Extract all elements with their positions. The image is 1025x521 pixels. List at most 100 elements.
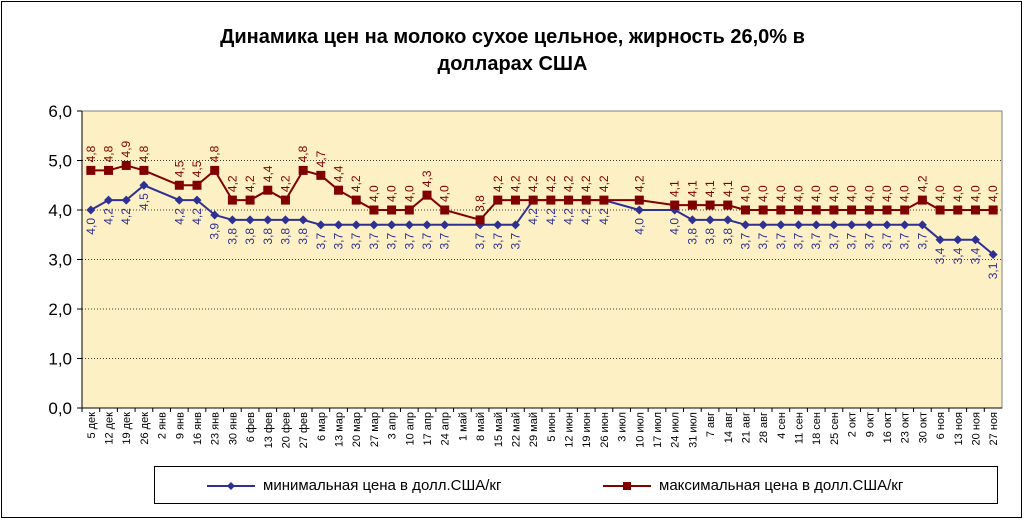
data-label: 4,0 xyxy=(951,185,965,202)
data-point xyxy=(404,205,414,215)
x-tick-label: 23 окт xyxy=(900,412,912,443)
data-label: 4,2 xyxy=(172,208,186,225)
data-label: 4,2 xyxy=(526,208,540,225)
data-point xyxy=(210,165,220,175)
data-point xyxy=(263,185,273,195)
data-point xyxy=(970,235,980,245)
data-label: 3,7 xyxy=(491,233,505,250)
x-tick-label: 16 окт xyxy=(882,412,894,443)
data-point xyxy=(245,195,255,205)
x-tick-label: 24 июл xyxy=(670,412,682,448)
data-label: 4,0 xyxy=(385,185,399,202)
legend-swatch-min xyxy=(207,482,255,490)
x-tick-label: 24 апр xyxy=(440,412,452,445)
x-tick-label: 16 янв xyxy=(192,412,204,445)
data-label: 4,1 xyxy=(685,180,699,197)
x-tick-label: 2 янв xyxy=(157,412,169,439)
x-tick-label: 7 авг xyxy=(705,412,717,437)
data-label: 4,2 xyxy=(562,208,576,225)
data-point xyxy=(387,205,397,215)
data-point xyxy=(440,220,450,230)
legend-swatch-max xyxy=(603,482,651,490)
data-label: 4,2 xyxy=(597,208,611,225)
data-label: 4,0 xyxy=(898,185,912,202)
data-label: 4,4 xyxy=(332,165,346,182)
x-tick-label: 27 фев xyxy=(298,412,310,448)
data-point xyxy=(121,160,131,170)
data-label: 3,7 xyxy=(827,233,841,250)
data-label: 3,4 xyxy=(933,247,947,264)
data-point xyxy=(369,205,379,215)
y-tick-label: 2,0 xyxy=(48,300,72,319)
data-label: 3,7 xyxy=(420,233,434,250)
data-point xyxy=(634,195,644,205)
x-tick-label: 6 ноя xyxy=(935,412,947,439)
data-label: 3,8 xyxy=(243,228,257,245)
x-tick-label: 23 янв xyxy=(210,412,222,445)
data-label: 3,7 xyxy=(845,233,859,250)
data-point xyxy=(758,205,768,215)
data-point xyxy=(263,215,273,225)
data-point xyxy=(174,180,184,190)
data-point xyxy=(900,220,910,230)
data-point xyxy=(988,250,998,260)
data-label: 3,7 xyxy=(774,233,788,250)
data-point xyxy=(104,165,114,175)
data-label: 4,7 xyxy=(314,150,328,167)
y-tick-label: 3,0 xyxy=(48,251,72,270)
chart-title-line-2: долларах США xyxy=(437,53,588,75)
data-label: 3,9 xyxy=(208,223,222,240)
data-point xyxy=(794,220,804,230)
y-tick-label: 5,0 xyxy=(48,152,72,171)
data-label: 4,8 xyxy=(296,145,310,162)
data-point xyxy=(811,220,821,230)
x-tick-label: 30 янв xyxy=(227,412,239,445)
data-label: 4,0 xyxy=(809,185,823,202)
data-point xyxy=(528,195,538,205)
data-point xyxy=(440,205,450,215)
data-point xyxy=(953,205,963,215)
data-point xyxy=(280,195,290,205)
data-label: 4,0 xyxy=(438,185,452,202)
data-point xyxy=(298,215,308,225)
y-tick-label: 6,0 xyxy=(48,102,72,121)
data-label: 4,4 xyxy=(261,165,275,182)
x-tick-label: 4 сен xyxy=(776,412,788,439)
data-point xyxy=(687,200,697,210)
x-tick-label: 22 май xyxy=(510,412,522,447)
data-point xyxy=(864,205,874,215)
data-point xyxy=(794,205,804,215)
legend: минимальная цена в долл.США/кг максималь… xyxy=(154,466,998,504)
x-tick-label: 10 июл xyxy=(634,412,646,448)
y-tick-label: 0,0 xyxy=(48,399,72,418)
x-tick-label: 26 июн xyxy=(599,412,611,448)
data-point xyxy=(316,220,326,230)
x-tick-label: 1 май xyxy=(457,412,469,441)
x-tick-label: 13 мар xyxy=(334,412,346,447)
data-label: 4,0 xyxy=(862,185,876,202)
data-label: 4,0 xyxy=(774,185,788,202)
data-label: 4,5 xyxy=(172,160,186,177)
data-label: 4,0 xyxy=(668,218,682,235)
data-point xyxy=(510,220,520,230)
data-label: 3,4 xyxy=(951,247,965,264)
data-point xyxy=(475,215,485,225)
data-label: 3,7 xyxy=(385,233,399,250)
data-point xyxy=(369,220,379,230)
data-label: 3,7 xyxy=(738,233,752,250)
data-label: 4,2 xyxy=(349,175,363,192)
data-point xyxy=(493,195,503,205)
data-point xyxy=(139,180,149,190)
data-point xyxy=(422,220,432,230)
data-point xyxy=(121,195,131,205)
data-label: 4,2 xyxy=(579,175,593,192)
chart-title: Динамика цен на молоко сухое цельное, жи… xyxy=(0,24,1025,78)
data-label: 3,8 xyxy=(296,228,310,245)
data-label: 4,0 xyxy=(880,185,894,202)
data-point xyxy=(758,220,768,230)
x-tick-label: 19 дек xyxy=(121,412,133,445)
data-point xyxy=(670,200,680,210)
data-label: 4,1 xyxy=(668,180,682,197)
data-label: 4,8 xyxy=(137,145,151,162)
